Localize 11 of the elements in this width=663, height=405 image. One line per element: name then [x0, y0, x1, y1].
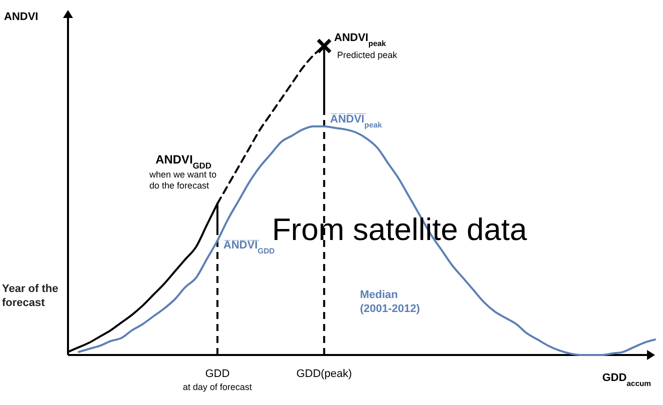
- annotation: Predicted peak: [337, 50, 398, 60]
- annotation: ANDVI$_{GDD}$: [155, 152, 212, 171]
- annotation: A̅N̅D̅V̅I̅$_{GDD}$: [223, 238, 276, 256]
- x-axis-title: GDD$_{accum}$: [602, 372, 652, 388]
- y-axis-title: ANDVI: [4, 11, 38, 23]
- text: Median (2001-2012): [360, 289, 420, 315]
- annotation: when we want to do the forecast: [148, 170, 216, 191]
- x-tick-label: GDD(peak): [296, 368, 352, 380]
- annotation: A̅N̅D̅V̅I̅$_{peak}$: [330, 112, 383, 129]
- annotation: ANDVI$_{peak}$: [334, 32, 387, 48]
- text: Year of the forecast: [2, 283, 58, 309]
